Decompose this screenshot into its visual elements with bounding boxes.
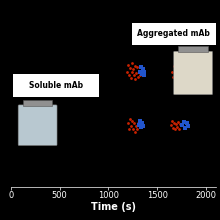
Point [183, 75, 187, 79]
Point [128, 117, 132, 121]
Point [130, 124, 133, 128]
Point [185, 122, 189, 125]
Point [138, 119, 142, 123]
Point [137, 123, 140, 127]
Point [170, 119, 174, 123]
Point [189, 70, 193, 73]
Point [176, 67, 180, 70]
Point [132, 68, 135, 71]
Point [140, 72, 144, 75]
FancyBboxPatch shape [23, 100, 52, 106]
Point [132, 73, 136, 77]
Point [128, 73, 131, 77]
FancyBboxPatch shape [18, 105, 57, 145]
Point [141, 124, 145, 128]
Point [176, 120, 180, 124]
FancyBboxPatch shape [13, 73, 99, 97]
X-axis label: Time (s): Time (s) [91, 202, 136, 212]
Point [171, 75, 174, 79]
Point [184, 126, 187, 129]
Point [173, 128, 177, 131]
Point [137, 69, 140, 73]
Point [134, 77, 137, 80]
FancyBboxPatch shape [178, 46, 208, 52]
Text: Soluble mAb: Soluble mAb [29, 81, 83, 90]
Point [130, 119, 134, 123]
Point [175, 72, 179, 75]
Text: Aggregated mAb: Aggregated mAb [137, 29, 210, 38]
Point [171, 126, 175, 129]
Point [187, 72, 191, 75]
Point [182, 120, 186, 124]
Point [172, 122, 176, 125]
Point [175, 125, 179, 129]
Point [134, 130, 137, 134]
Point [179, 63, 183, 67]
Point [134, 124, 138, 128]
Point [134, 71, 138, 74]
Point [178, 68, 182, 72]
Point [172, 64, 176, 68]
Point [136, 128, 139, 131]
Point [177, 127, 181, 130]
Point [189, 68, 192, 71]
Point [135, 65, 138, 68]
Point [141, 68, 144, 71]
Point [132, 127, 135, 130]
Point [139, 125, 143, 129]
Point [177, 75, 181, 79]
Point [130, 70, 134, 73]
Point [174, 65, 178, 68]
Point [139, 65, 143, 68]
Point [129, 76, 133, 79]
Point [128, 127, 131, 130]
Point [174, 123, 178, 126]
Point [181, 123, 184, 127]
Point [142, 70, 145, 73]
Point [181, 68, 184, 71]
Point [127, 63, 130, 67]
Point [174, 76, 177, 79]
Point [182, 72, 185, 75]
Point [186, 65, 190, 68]
Point [142, 73, 146, 77]
FancyBboxPatch shape [174, 51, 213, 95]
Point [136, 75, 139, 79]
FancyBboxPatch shape [132, 23, 216, 45]
Point [130, 62, 134, 65]
Point [132, 122, 136, 125]
Point [170, 70, 174, 73]
Point [138, 70, 142, 73]
Point [186, 124, 190, 128]
Point [180, 73, 184, 77]
Point [125, 70, 129, 73]
Point [178, 123, 182, 126]
Point [169, 123, 172, 127]
Point [140, 122, 144, 125]
Point [128, 67, 132, 70]
Point [173, 70, 176, 73]
Point [136, 122, 140, 125]
Point [126, 122, 130, 125]
Point [133, 64, 136, 68]
Point [185, 69, 188, 73]
Point [138, 73, 141, 77]
